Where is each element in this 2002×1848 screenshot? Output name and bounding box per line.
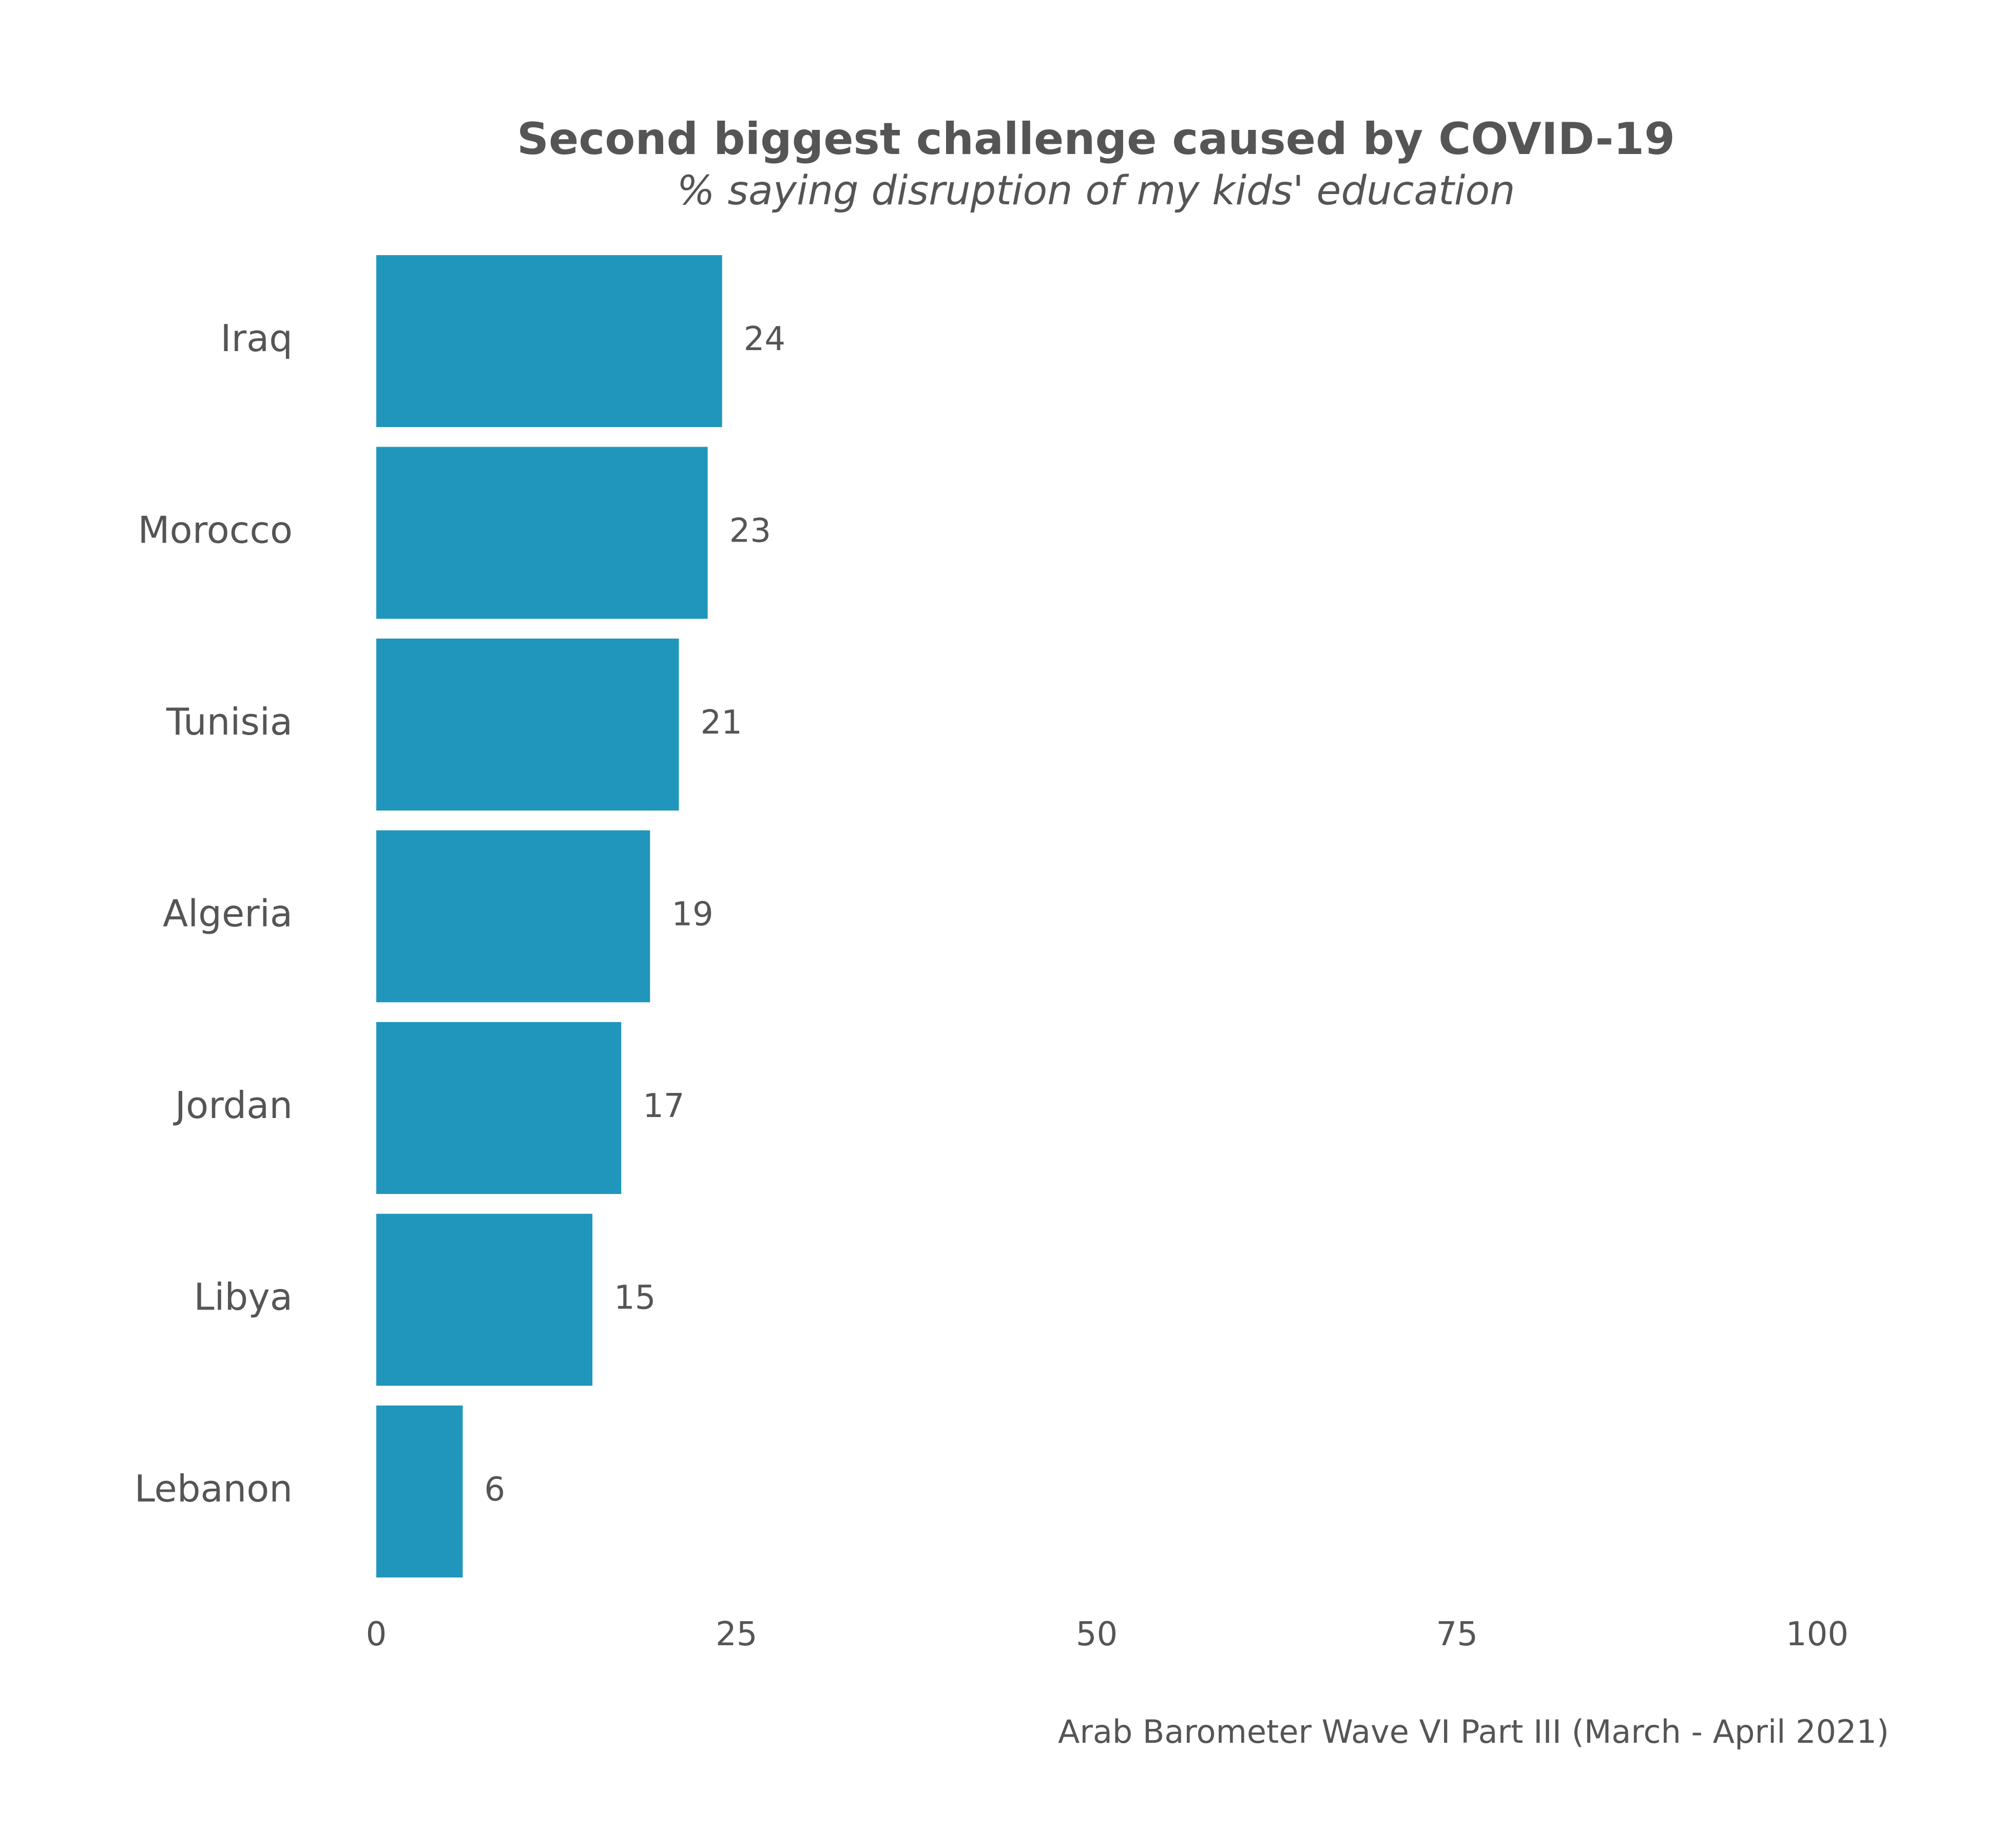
value-labels: 24 23 21 19 17 15 6	[484, 320, 785, 1509]
x-tick-label-0: 0	[366, 1615, 387, 1653]
x-tick-label-50: 50	[1076, 1615, 1118, 1653]
category-label-morocco: Morocco	[138, 509, 293, 552]
value-label-iraq: 24	[744, 320, 785, 358]
bar-iraq	[376, 255, 722, 427]
x-tick-label-100: 100	[1786, 1615, 1849, 1653]
bars-group	[376, 255, 722, 1577]
category-labels: Iraq Morocco Tunisia Algeria Jordan Libya Leba…	[134, 317, 293, 1510]
category-label-jordan: Jordan	[173, 1084, 293, 1127]
bar-tunisia	[376, 639, 679, 811]
category-label-libya: Libya	[194, 1276, 293, 1319]
category-label-iraq: Iraq	[220, 317, 293, 360]
bar-algeria	[376, 830, 650, 1003]
category-label-algeria: Algeria	[163, 892, 293, 935]
chart-title: Second biggest challenge caused by COVID…	[517, 113, 1675, 165]
value-label-morocco: 23	[729, 512, 771, 550]
value-label-jordan: 17	[643, 1087, 684, 1125]
bar-lebanon	[376, 1406, 463, 1577]
chart-caption: Arab Barometer Wave VI Part III (March -…	[1058, 1713, 1889, 1750]
chart-subtitle: % saying disruption of my kids' educatio…	[677, 168, 1515, 214]
category-label-lebanon: Lebanon	[134, 1467, 293, 1510]
x-axis-ticks: 0 25 50 75 100	[366, 1615, 1849, 1653]
bar-morocco	[376, 447, 708, 619]
x-tick-label-75: 75	[1436, 1615, 1478, 1653]
x-tick-label-25: 25	[716, 1615, 757, 1653]
bar-libya	[376, 1214, 593, 1386]
value-label-tunisia: 21	[700, 704, 742, 742]
bar-jordan	[376, 1022, 622, 1194]
value-label-libya: 15	[614, 1279, 656, 1317]
category-label-tunisia: Tunisia	[166, 700, 293, 743]
value-label-lebanon: 6	[484, 1471, 505, 1509]
value-label-algeria: 19	[671, 896, 713, 934]
